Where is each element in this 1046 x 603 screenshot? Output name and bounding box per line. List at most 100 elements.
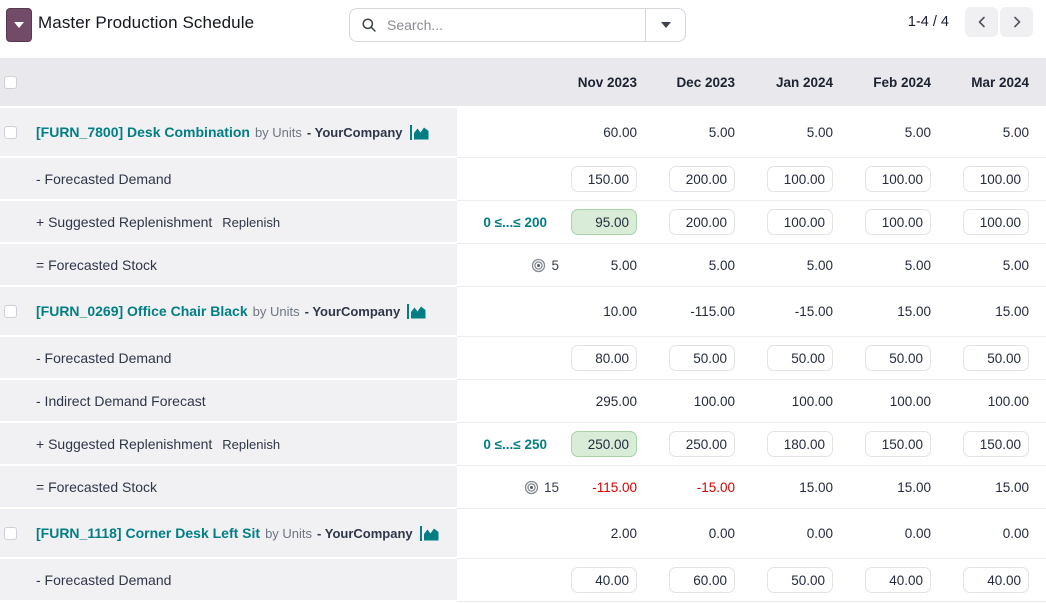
- product-checkbox[interactable]: [4, 304, 17, 318]
- forecast-input[interactable]: [865, 209, 931, 235]
- product-checkbox[interactable]: [4, 526, 17, 540]
- forecast-input[interactable]: [865, 345, 931, 371]
- header-range-cell: [457, 58, 561, 108]
- metric-value-cell: [737, 337, 835, 380]
- app-menu-button[interactable]: [6, 8, 32, 42]
- product-name[interactable]: [FURN_7800] Desk Combination: [36, 124, 250, 140]
- product-checkbox-cell: [0, 509, 28, 559]
- subrow-range-cell: [457, 559, 561, 602]
- product-month-value: 5.00: [708, 125, 735, 140]
- area-chart-icon[interactable]: [409, 124, 429, 140]
- product-name[interactable]: [FURN_1118] Corner Desk Left Sit: [36, 525, 261, 541]
- forecast-input[interactable]: [669, 431, 735, 457]
- forecast-input[interactable]: [963, 345, 1029, 371]
- product-month-value: 2.00: [610, 526, 637, 541]
- metric-label: - Forecasted Demand: [36, 571, 172, 588]
- row-filler: [1031, 108, 1046, 158]
- forecast-input[interactable]: [865, 567, 931, 593]
- subrow-spacer-cell: [0, 380, 28, 423]
- product-month-value: 5.00: [806, 125, 833, 140]
- metric-value-cell: 295.00: [561, 380, 639, 423]
- metric-value-cell: [561, 559, 639, 602]
- row-filler: [1031, 201, 1046, 244]
- table-header-row: Nov 2023 Dec 2023 Jan 2024 Feb 2024 Mar 2024: [0, 58, 1046, 108]
- area-chart-icon[interactable]: [407, 303, 426, 319]
- replenish-button[interactable]: Replenish: [222, 437, 281, 452]
- product-range-cell: [457, 287, 561, 337]
- product-value-cell: 0.00: [835, 509, 933, 559]
- product-value-cell: 0.00: [639, 509, 737, 559]
- forecast-input[interactable]: [571, 345, 637, 371]
- product-label-cell: [FURN_1118] Corner Desk Left Sit by Units…: [28, 509, 457, 559]
- metric-value-cell: 100.00: [737, 380, 835, 423]
- subrow-label-cell: + Suggested Replenishment Replenish: [28, 201, 457, 244]
- subrow-spacer-cell: [0, 423, 28, 466]
- forecast-input[interactable]: [865, 166, 931, 192]
- forecast-input[interactable]: [767, 166, 833, 192]
- replenish-range: 0 ≤...≤ 200: [483, 214, 547, 230]
- subrow-spacer-cell: [0, 158, 28, 201]
- metric-value-cell: [933, 337, 1031, 380]
- metric-value-cell: [933, 201, 1031, 244]
- product-company-label: - YourCompany: [304, 303, 401, 319]
- subrow-spacer-cell: [0, 559, 28, 602]
- forecast-input[interactable]: [865, 431, 931, 457]
- column-header-label: Mar 2024: [971, 74, 1029, 90]
- subrow-label-cell: = Forecasted Stock: [28, 466, 457, 509]
- pager-next-button[interactable]: [1000, 7, 1033, 37]
- row-filler: [1031, 287, 1046, 337]
- metric-value-cell: 5.00: [561, 244, 639, 287]
- metric-value-cell: [933, 423, 1031, 466]
- row-indirect: - Indirect Demand Forecast 295.00 100.00 10…: [0, 380, 1046, 423]
- forecast-input[interactable]: [767, 345, 833, 371]
- forecast-input[interactable]: [963, 567, 1029, 593]
- forecast-input[interactable]: [669, 567, 735, 593]
- metric-value-cell: [933, 158, 1031, 201]
- forecast-input[interactable]: [669, 166, 735, 192]
- mps-table: Nov 2023 Dec 2023 Jan 2024 Feb 2024 Mar 2024…: [0, 58, 1046, 602]
- product-name[interactable]: [FURN_0269] Office Chair Black: [36, 303, 248, 319]
- forecast-input[interactable]: [963, 209, 1029, 235]
- metric-value-cell: [561, 201, 639, 244]
- pager-previous-button[interactable]: [965, 7, 998, 37]
- forecast-input[interactable]: [571, 209, 637, 235]
- search-input[interactable]: [385, 16, 645, 34]
- product-value-cell: 15.00: [835, 287, 933, 337]
- forecast-input[interactable]: [767, 431, 833, 457]
- row-filler: [1031, 158, 1046, 201]
- column-header: Jan 2024: [737, 58, 835, 108]
- page-title: Master Production Schedule: [38, 13, 255, 32]
- forecast-input[interactable]: [963, 431, 1029, 457]
- product-uom-label: by Units: [265, 525, 313, 541]
- forecast-input[interactable]: [669, 209, 735, 235]
- column-header: Mar 2024: [933, 58, 1031, 108]
- forecast-input[interactable]: [767, 567, 833, 593]
- bullseye-icon: [524, 480, 544, 495]
- select-all-checkbox[interactable]: [4, 75, 17, 89]
- search-options-button[interactable]: [645, 9, 685, 41]
- area-chart-icon[interactable]: [419, 525, 439, 541]
- forecast-input[interactable]: [571, 166, 637, 192]
- metric-value-cell: [639, 337, 737, 380]
- forecast-input[interactable]: [767, 209, 833, 235]
- row-filler: [1031, 380, 1046, 423]
- forecast-input[interactable]: [571, 431, 637, 457]
- subrow-range-cell: 15: [457, 466, 561, 509]
- metric-value: 100.00: [987, 393, 1029, 409]
- metric-value-cell: [835, 423, 933, 466]
- row-filler: [1031, 337, 1046, 380]
- product-checkbox[interactable]: [4, 125, 17, 139]
- forecast-input[interactable]: [571, 567, 637, 593]
- replenish-button[interactable]: Replenish: [222, 215, 281, 230]
- metric-label: - Forecasted Demand: [36, 170, 172, 187]
- forecast-input[interactable]: [669, 345, 735, 371]
- safety-stock-target: 5: [531, 258, 559, 273]
- product-value-cell: 0.00: [933, 509, 1031, 559]
- metric-value: 5.00: [1002, 257, 1029, 273]
- product-label-cell: [FURN_0269] Office Chair Black by Units - …: [28, 287, 457, 337]
- product-row: [FURN_1118] Corner Desk Left Sit by Units…: [0, 509, 1046, 559]
- product-value-cell: 10.00: [561, 287, 639, 337]
- header-label-cell: [28, 58, 457, 108]
- metric-value: 100.00: [791, 393, 833, 409]
- forecast-input[interactable]: [963, 166, 1029, 192]
